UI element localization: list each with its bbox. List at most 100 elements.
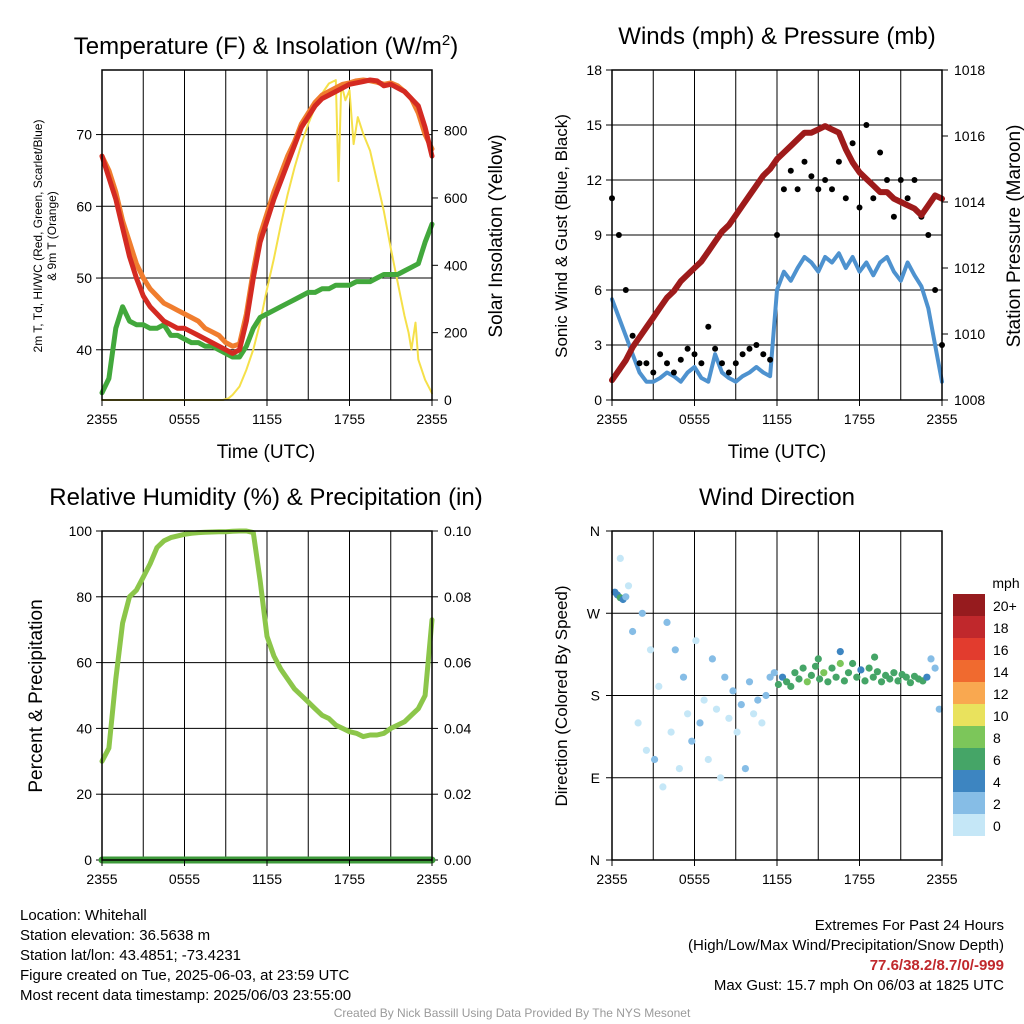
wdir-point (770, 669, 778, 677)
wdir-xtick-label: 0555 (679, 871, 710, 887)
wind-ytick-label: 18 (586, 62, 602, 78)
station-location: Location: Whitehall (20, 907, 147, 924)
colorbar-level-label: 6 (993, 752, 1001, 768)
gust-point (780, 186, 787, 193)
gust-point (622, 287, 629, 293)
gust-point (643, 360, 650, 367)
wdir-point (873, 668, 882, 676)
wdir-point (624, 582, 633, 590)
extremes-subtitle: (High/Low/Max Wind/Precipitation/Snow De… (688, 937, 1004, 954)
gust-point (774, 232, 780, 238)
gust-point (884, 177, 890, 183)
rh-xtick-label: 1155 (252, 871, 282, 887)
extremes-title: Extremes For Past 24 Hours (814, 917, 1004, 934)
wdir-point (638, 609, 646, 617)
wdir-ytick-label: N (590, 852, 600, 868)
pressure-ytick-label: 1016 (954, 128, 985, 144)
pressure-series-maroon (609, 123, 945, 384)
station-elevation: Station elevation: 36.5638 m (20, 927, 211, 944)
wind-xtick-label: 0555 (679, 411, 710, 427)
wind-xtick-label: 2355 (596, 411, 627, 427)
colorbar-level-label: 2 (993, 796, 1001, 812)
temp-border (101, 69, 433, 401)
wdir-point (894, 677, 902, 685)
gust-point (753, 342, 760, 348)
colorbar-level-label: 4 (993, 774, 1001, 790)
gust-point (842, 195, 849, 202)
gust-point (849, 140, 856, 147)
wdir-point (807, 671, 816, 680)
gust-point (925, 232, 932, 238)
rh-ytick-label: 100 (69, 523, 93, 539)
temp-ytick-label: 70 (76, 127, 92, 143)
precip-ytick-label: 0.06 (444, 655, 471, 671)
colorbar-level-label: 20+ (993, 598, 1017, 614)
temp-ytick-label: 40 (76, 342, 92, 358)
colorbar-swatch (953, 792, 985, 814)
temp-xtick-label: 2355 (416, 411, 447, 427)
gust-point (856, 204, 863, 211)
rh-ytick-label: 20 (76, 786, 92, 802)
wdir-point (836, 659, 844, 668)
wdir-point (766, 673, 774, 681)
extremes-values: 77.6/38.2/8.7/0/-999 (869, 957, 1004, 974)
wdir-point (671, 646, 679, 654)
temp-xlabel: Time (UTC) (217, 442, 316, 463)
solar-ytick-label: 0 (444, 392, 452, 408)
wdir-point (646, 646, 655, 654)
gust-point (808, 173, 815, 180)
wdir-ytick-label: E (591, 770, 600, 786)
wdir-point (832, 673, 840, 681)
gust-point (650, 369, 657, 376)
wdir-point (708, 655, 717, 663)
wdir-point (745, 678, 754, 686)
wind-series-blue (610, 251, 944, 384)
wdir-point (795, 675, 803, 683)
rh-xtick-label: 2355 (86, 871, 117, 887)
gust-point (677, 356, 684, 363)
temp-ylabel-line1: 2m T, Td, HI/WC (Red, Green, Scarlet/Blu… (31, 120, 45, 353)
wdir-point (651, 755, 659, 764)
rh-series (99, 528, 435, 764)
wdir-point (890, 669, 898, 677)
gust-point (746, 345, 753, 352)
colorbar-level-label: 0 (993, 818, 1001, 834)
gust-point (732, 360, 739, 367)
wdir-point (642, 746, 651, 754)
wdir-point (799, 664, 807, 672)
wdir-point (803, 678, 811, 686)
wdir-point (869, 673, 877, 681)
colorbar-swatch (953, 770, 985, 792)
gust-point (904, 195, 911, 202)
wdir-point (721, 673, 729, 681)
wdir-point (758, 719, 766, 727)
pressure-ytick-label: 1008 (954, 392, 985, 408)
rh-xtick-label: 1755 (334, 871, 365, 887)
solar-ytick-label: 800 (444, 123, 468, 139)
wdir-point (857, 666, 865, 674)
wdir-ytick-label: N (590, 523, 600, 539)
wind-ytick-label: 15 (586, 117, 602, 133)
wdir-point (824, 678, 832, 686)
wind-title: Winds (mph) & Pressure (mb) (618, 23, 935, 50)
rh-panel (142, 531, 392, 860)
gust-point (870, 195, 877, 202)
gust-point (712, 345, 719, 352)
wdir-point (935, 705, 943, 713)
temp-ytick-label: 50 (76, 270, 92, 286)
temp-xtick-label: 2355 (86, 411, 117, 427)
gust-point (615, 232, 622, 238)
precip-ytick-label: 0.02 (444, 786, 471, 802)
wdir-point (931, 664, 939, 672)
gust-point (897, 177, 904, 183)
max-gust: Max Gust: 15.7 mph On 06/03 at 1825 UTC (713, 977, 1004, 994)
wdir-point (741, 765, 750, 773)
precip-ytick-label: 0.08 (444, 589, 471, 605)
wdir-point (675, 765, 684, 773)
wind-ytick-label: 9 (594, 227, 602, 243)
wdir-point (696, 719, 704, 727)
solar-ytick-label: 600 (444, 190, 468, 206)
temp-series-green (99, 221, 435, 396)
colorbar-swatch (953, 594, 985, 616)
colorbar-level-label: 16 (993, 642, 1009, 658)
